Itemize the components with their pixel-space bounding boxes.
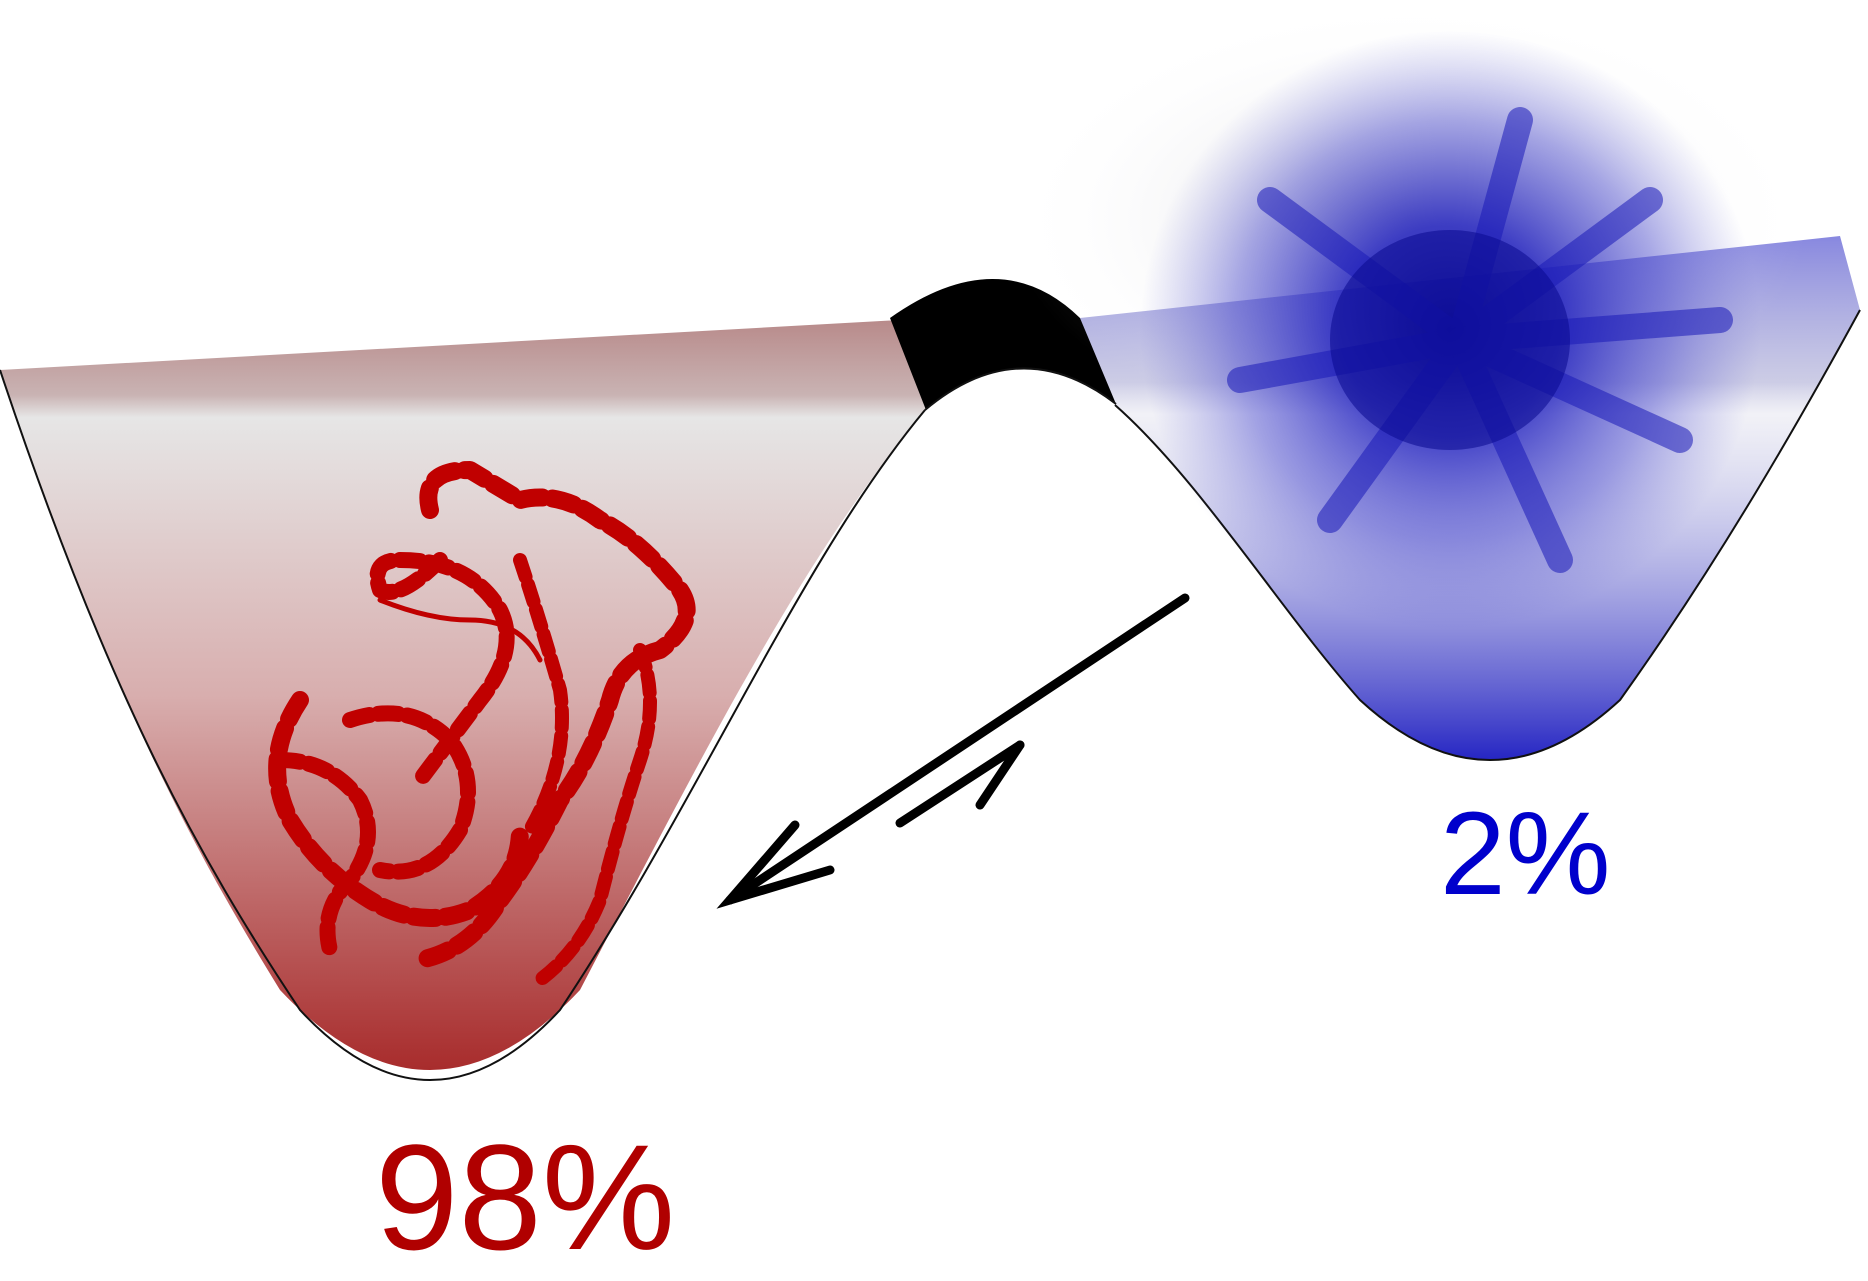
arrow-to-folded-head bbox=[716, 820, 835, 909]
left-energy-well bbox=[0, 320, 930, 1070]
folded-population-label: 98% bbox=[375, 1113, 676, 1281]
arrow-to-folded bbox=[725, 593, 1190, 905]
unfolded-population-label: 2% bbox=[1440, 788, 1611, 920]
barrier-curve bbox=[924, 367, 1117, 411]
energy-landscape-diagram bbox=[0, 0, 1861, 1081]
left-well-outline bbox=[0, 369, 926, 1081]
unfolded-protein-icon bbox=[1010, 0, 1810, 630]
equilibrium-arrows-icon bbox=[716, 593, 1190, 909]
arrow-to-unfolded bbox=[895, 740, 1025, 828]
folded-protein-icon bbox=[268, 461, 696, 987]
arrow-to-unfolded-head bbox=[975, 740, 1025, 810]
